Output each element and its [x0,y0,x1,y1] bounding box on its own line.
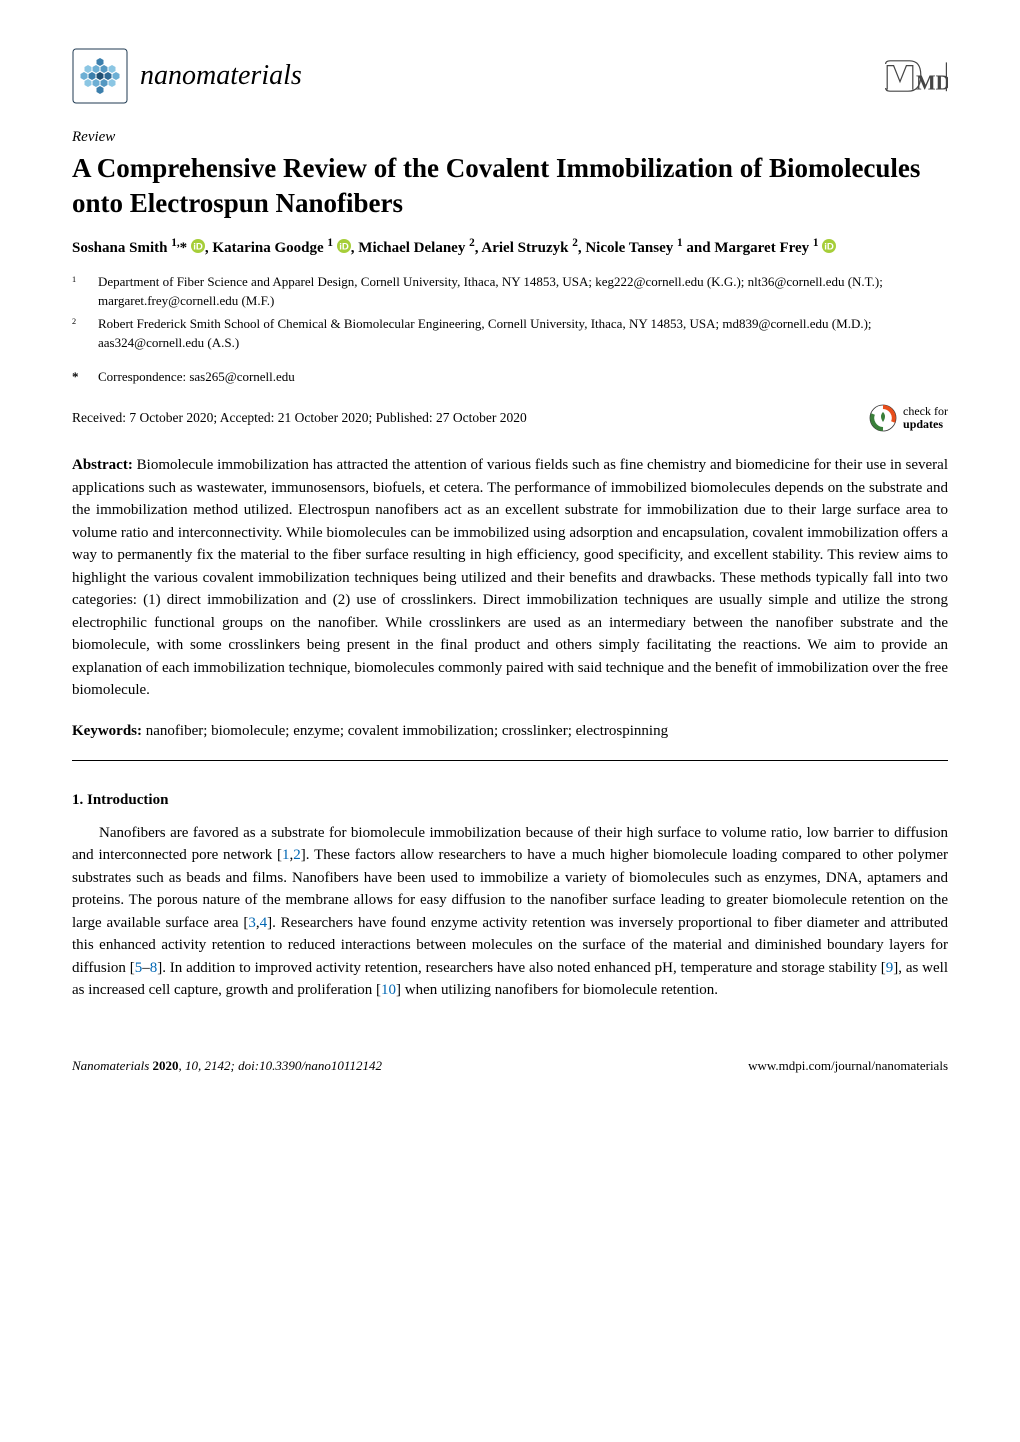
section-1-heading: 1. Introduction [72,789,948,812]
affiliation-item: 2Robert Frederick Smith School of Chemic… [98,315,948,353]
citation-link[interactable]: 3 [248,915,256,931]
footer-journal-url[interactable]: www.mdpi.com/journal/nanomaterials [748,1058,948,1073]
affil-text: Department of Fiber Science and Apparel … [98,273,948,311]
intro-paragraph: Nanofibers are favored as a substrate fo… [72,822,948,1002]
svg-text:iD: iD [824,241,834,252]
dates-row: Received: 7 October 2020; Accepted: 21 O… [72,404,948,432]
journal-logo-icon [72,48,128,104]
article-type: Review [72,126,948,149]
authors-line: Soshana Smith 1,* iD, Katarina Goodge 1 … [72,235,948,260]
citation-link[interactable]: 1 [282,847,290,863]
citation-link[interactable]: 10 [381,982,396,998]
mdpi-logo-icon: MDPI [884,56,948,96]
journal-name: nanomaterials [140,55,302,97]
updates-line1: check for [903,404,948,418]
svg-text:iD: iD [193,241,203,252]
keywords-label: Keywords: [72,723,142,739]
footer-right: www.mdpi.com/journal/nanomaterials [748,1056,948,1076]
header-row: nanomaterials MDPI [72,48,948,104]
correspondence-text: Correspondence: sas265@cornell.edu [98,367,295,387]
footer-left: Nanomaterials 2020, 10, 2142; doi:10.339… [72,1056,382,1076]
dates-text: Received: 7 October 2020; Accepted: 21 O… [72,408,527,428]
abstract-text: Biomolecule immobilization has attracted… [72,457,948,698]
check-updates-text: check for updates [903,405,948,431]
citation-link[interactable]: 8 [150,960,158,976]
article-title: A Comprehensive Review of the Covalent I… [72,151,948,221]
divider [72,760,948,761]
citation-link[interactable]: 4 [260,915,268,931]
abstract-label: Abstract: [72,457,133,473]
svg-text:iD: iD [339,241,349,252]
affil-sup: 2 [72,315,98,353]
journal-brand: nanomaterials [72,48,302,104]
footer-row: Nanomaterials 2020, 10, 2142; doi:10.339… [72,1056,948,1076]
footer-rest: , 10, 2142; doi:10.3390/nano10112142 [179,1058,382,1073]
correspondence-line: * Correspondence: sas265@cornell.edu [72,367,948,387]
affiliations-list: 1Department of Fiber Science and Apparel… [72,273,948,352]
mdpi-text: MDPI [916,72,948,95]
keywords-paragraph: Keywords: nanofiber; biomolecule; enzyme… [72,720,948,743]
updates-line2: updates [903,417,943,431]
footer-journal: Nanomaterials [72,1058,153,1073]
citation-link[interactable]: 5 [135,960,143,976]
abstract-paragraph: Abstract: Biomolecule immobilization has… [72,454,948,702]
correspondence-mark: * [72,367,98,387]
orcid-icon: iD [822,239,836,253]
check-updates-icon [869,404,897,432]
footer-year: 2020 [153,1058,179,1073]
orcid-icon: iD [191,239,205,253]
affil-sup: 1 [72,273,98,311]
affiliation-item: 1Department of Fiber Science and Apparel… [98,273,948,311]
check-for-updates-link[interactable]: check for updates [869,404,948,432]
keywords-text: nanofiber; biomolecule; enzyme; covalent… [142,723,668,739]
orcid-icon: iD [337,239,351,253]
citation-link[interactable]: 2 [293,847,301,863]
affil-text: Robert Frederick Smith School of Chemica… [98,315,948,353]
citation-link[interactable]: 9 [886,960,894,976]
